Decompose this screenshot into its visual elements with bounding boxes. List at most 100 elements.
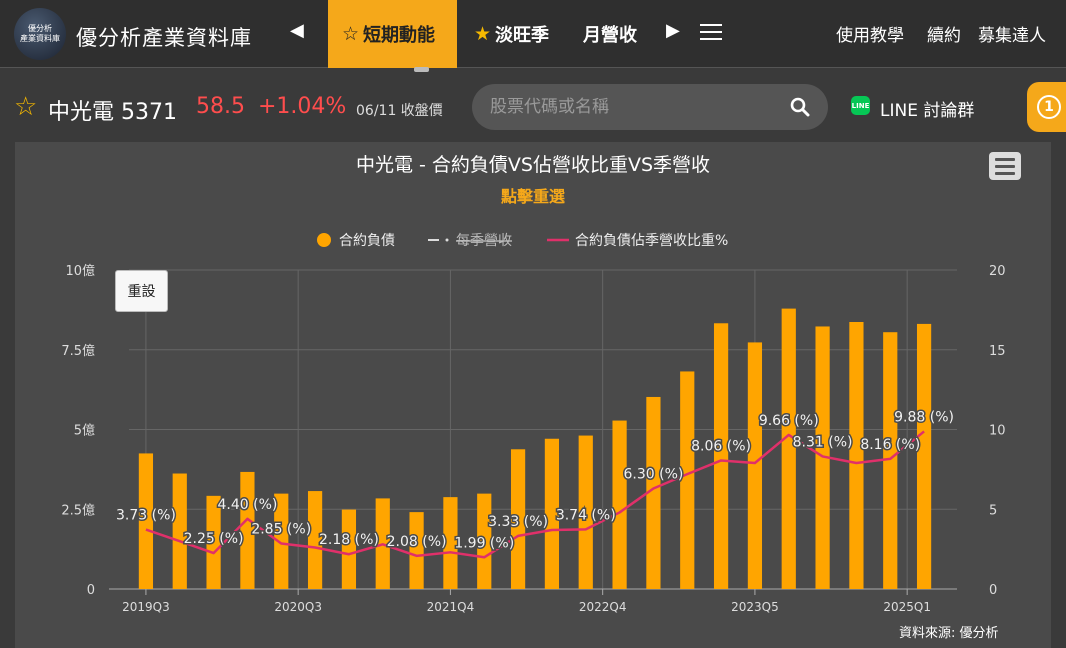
- legend-marker: [445, 238, 449, 242]
- x-tick-label: 2022Q4: [579, 600, 627, 614]
- search-icon[interactable]: [790, 97, 810, 117]
- link-tutorial[interactable]: 使用教學: [836, 26, 904, 46]
- hamburger-menu-icon[interactable]: [700, 24, 722, 40]
- bar: [138, 453, 154, 589]
- nav-right-arrow-icon[interactable]: ▶: [666, 20, 680, 41]
- bar: [510, 449, 526, 589]
- bar: [612, 420, 627, 589]
- x-tick-label: 2020Q3: [274, 600, 322, 614]
- data-label: 8.06 (%): [691, 438, 751, 454]
- bar: [883, 332, 898, 589]
- tab-seasonality[interactable]: ★ 淡旺季: [474, 0, 549, 68]
- y-left-tick-label: 10億: [65, 263, 95, 279]
- data-label: 2.85 (%): [251, 522, 311, 538]
- bar: [680, 371, 695, 589]
- tab-scroll-indicator: [414, 67, 429, 72]
- legend-label: 合約負債: [339, 233, 395, 249]
- line-series: [145, 430, 925, 559]
- tab-label: 短期動能: [363, 25, 436, 46]
- notification-tab[interactable]: 1: [1027, 82, 1066, 132]
- bar: [916, 323, 932, 589]
- bar: [307, 491, 323, 589]
- y-left-tick-label: 0: [87, 583, 95, 598]
- stock-change: +1.04%: [258, 94, 347, 119]
- bar: [409, 512, 424, 589]
- link-renew[interactable]: 續約: [927, 26, 961, 46]
- stock-price: 58.5: [196, 94, 245, 119]
- data-label: 2.25 (%): [184, 531, 244, 547]
- chart-menu-icon[interactable]: [989, 152, 1021, 180]
- tab-label: 淡旺季: [495, 25, 550, 46]
- bar: [274, 493, 289, 589]
- data-labels: 3.73 (%) 2.25 (%) 4.40 (%) 2.85 (%) 2.18 (%)…: [114, 408, 955, 553]
- legend-label: 合約負債佔季營收比重%: [575, 233, 728, 249]
- link-recruit[interactable]: 募集達人: [978, 26, 1046, 46]
- bar: [815, 326, 830, 589]
- tab-label: 月營收: [583, 25, 637, 46]
- legend-marker: [317, 233, 331, 247]
- bar: [849, 321, 864, 589]
- logo-text-1: 優分析: [28, 24, 52, 33]
- data-label: 2.08 (%): [387, 534, 447, 550]
- data-label: 9.66 (%): [759, 413, 819, 429]
- bar: [477, 493, 492, 589]
- data-label: 8.16 (%): [860, 437, 920, 453]
- brand-title[interactable]: 優分析產業資料庫: [76, 26, 252, 50]
- bar-series: [138, 308, 932, 589]
- top-nav-bar: 優分析 產業資料庫 優分析產業資料庫 ◀ ☆ 短期動能 ★ 淡旺季 月營收 ▶ …: [0, 0, 1066, 72]
- data-label: 4.40 (%): [217, 497, 277, 513]
- chart-subtitle[interactable]: 點擊重選: [500, 187, 565, 206]
- line-logo-icon: LINE: [851, 96, 870, 115]
- brand-logo[interactable]: 優分析 產業資料庫: [14, 8, 66, 60]
- y-left-tick-label: 5億: [74, 423, 95, 439]
- bar: [206, 495, 221, 589]
- legend-label: 每季營收: [456, 233, 512, 249]
- x-tick-label: 2025Q1: [883, 600, 931, 614]
- ratio-line: [145, 430, 925, 559]
- bar: [172, 473, 187, 589]
- y-right-tick-label: 20: [989, 264, 1006, 279]
- data-label: 1.99 (%): [454, 535, 514, 551]
- bar: [341, 509, 357, 589]
- bar: [781, 308, 796, 589]
- notification-count: 1: [1037, 95, 1061, 119]
- nav-left-arrow-icon[interactable]: ◀: [290, 20, 304, 41]
- data-source: 資料來源: 優分析: [899, 626, 999, 641]
- data-label: 9.88 (%): [894, 409, 954, 425]
- data-label: 6.30 (%): [623, 467, 683, 483]
- data-label: 3.73 (%): [116, 508, 176, 524]
- price-date: 06/11 收盤價: [356, 103, 443, 119]
- y-left-tick-label: 7.5億: [61, 343, 95, 359]
- chart-legend: 合約負債 每季營收 合約負債佔季營收比重%: [317, 233, 728, 249]
- data-label: 2.18 (%): [319, 532, 379, 548]
- x-tick-label: 2023Q5: [731, 600, 779, 614]
- y-right-tick-label: 15: [989, 344, 1006, 359]
- x-tick-label: 2019Q3: [122, 600, 170, 614]
- tab-short-term-momentum[interactable]: ☆ 短期動能: [328, 0, 457, 68]
- reset-zoom-button[interactable]: 重設: [115, 270, 168, 312]
- search-box: [472, 84, 828, 130]
- bar: [578, 435, 593, 589]
- stock-info-bar: ☆ 中光電 5371 58.5 +1.04% 06/11 收盤價 LINE LI…: [0, 72, 1066, 140]
- chart-axes: 0 0 2.5億 5 5億 10 7.5億 15 10億 20 2019Q3 2020Q3 2021Q4…: [61, 263, 1005, 614]
- star-icon: ★: [474, 23, 492, 45]
- data-label: 8.31 (%): [793, 434, 853, 450]
- bar: [713, 323, 729, 589]
- chart-panel: 中光電 - 合約負債VS佔營收比重VS季營收 點擊重選 合約負債 每季營收 合約負債…: [15, 142, 1051, 648]
- bar: [646, 396, 661, 589]
- tab-monthly-revenue[interactable]: 月營收: [583, 0, 637, 68]
- favorite-star-icon[interactable]: ☆: [14, 92, 38, 122]
- y-right-tick-label: 10: [989, 424, 1006, 439]
- line-group-link[interactable]: LINE 討論群: [880, 101, 975, 121]
- chart-title: 中光電 - 合約負債VS佔營收比重VS季營收: [355, 154, 711, 176]
- bar: [544, 438, 560, 589]
- data-label: 3.74 (%): [556, 507, 616, 523]
- y-right-tick-label: 5: [989, 503, 997, 518]
- bar: [240, 471, 255, 589]
- y-right-tick-label: 0: [989, 583, 997, 598]
- search-input[interactable]: [490, 84, 780, 130]
- x-tick-label: 2021Q4: [427, 600, 475, 614]
- stock-name: 中光電 5371: [48, 100, 177, 125]
- logo-text-2: 產業資料庫: [20, 34, 60, 43]
- star-icon: ☆: [342, 23, 360, 45]
